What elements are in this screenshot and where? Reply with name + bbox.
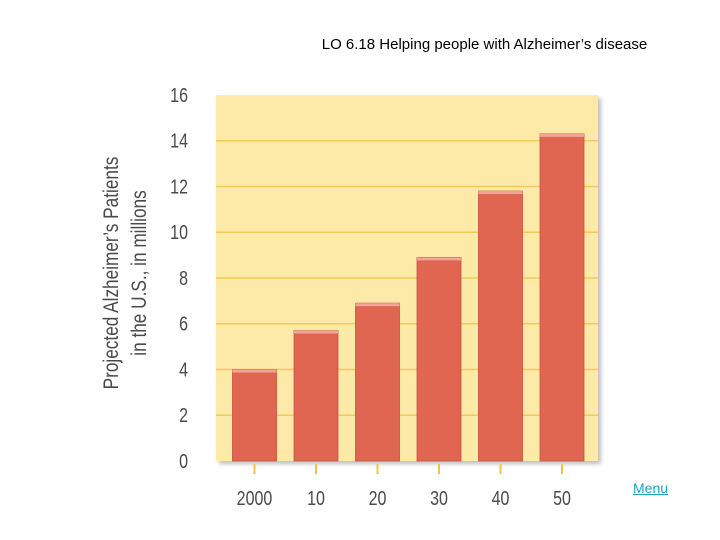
bar-top-highlight [478, 191, 523, 195]
bar [416, 257, 462, 462]
y-tick-label: 10 [170, 222, 188, 244]
y-axis-label-line: in the U.S., in millions [129, 190, 152, 355]
bar [478, 190, 523, 462]
bar [355, 302, 400, 462]
x-tick-label: 10 [307, 487, 325, 509]
y-tick-label: 2 [179, 405, 188, 427]
y-tick-label: 16 [170, 84, 188, 106]
bar [293, 330, 339, 462]
bar-group [355, 302, 400, 462]
menu-link[interactable]: Menu [633, 480, 669, 496]
y-tick-label: 8 [179, 267, 188, 289]
bar [539, 133, 585, 462]
bar-top-highlight [540, 133, 584, 137]
slide-title: LO 6.18 Helping people with Alzheimer’s … [321, 36, 648, 53]
y-tick-label: 14 [170, 130, 188, 152]
x-tick-label: 50 [553, 487, 571, 509]
bar-top-highlight [355, 303, 400, 307]
bar-group [416, 257, 462, 462]
y-tick-label: 12 [170, 176, 188, 198]
bar-top-highlight [232, 369, 277, 373]
bar-group [478, 190, 523, 462]
y-tick-label: 0 [179, 450, 188, 472]
bar-top-highlight [294, 330, 338, 334]
y-tick-label: 4 [179, 359, 188, 381]
bar-group [539, 133, 585, 462]
bar-top-highlight [417, 257, 461, 261]
x-tick-label: 40 [492, 487, 510, 509]
x-tick-label: 30 [430, 487, 448, 509]
bar [232, 369, 277, 462]
y-axis-label-line: Projected Alzheimer’s Patients [101, 157, 124, 390]
x-tick-label: 20 [369, 487, 387, 509]
x-tick-label: 2000 [237, 487, 273, 509]
bar-group [232, 369, 277, 462]
bar-group [293, 330, 339, 462]
y-tick-label: 6 [179, 313, 188, 335]
